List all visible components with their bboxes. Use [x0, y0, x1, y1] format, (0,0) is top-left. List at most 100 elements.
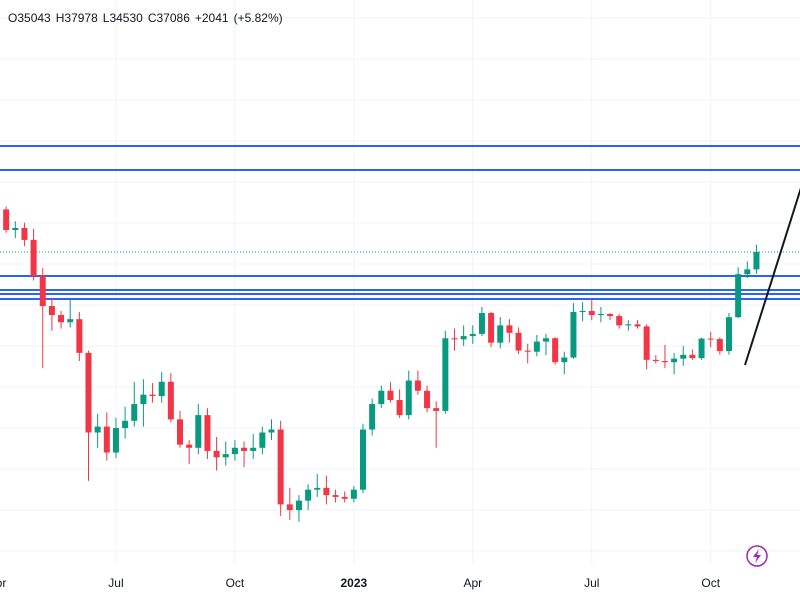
legend-value: 37086 — [156, 11, 190, 25]
candle-body — [3, 209, 10, 230]
candle-body — [305, 489, 312, 501]
candle-body — [378, 390, 385, 405]
candle-body — [405, 380, 412, 416]
candle-body — [634, 324, 641, 327]
candles — [3, 206, 760, 522]
x-axis: Apr Jul Oct 2023 Apr Jul Oct — [0, 576, 721, 590]
legend-key: O — [8, 11, 18, 25]
candle-body — [58, 315, 65, 323]
x-tick-label: Oct — [226, 576, 245, 590]
candle-body — [314, 487, 321, 490]
legend-change: +2041 — [194, 11, 229, 25]
candle-body — [707, 338, 714, 340]
candle-body — [414, 380, 421, 391]
candle-body — [488, 313, 495, 343]
trend-line-drawing — [744, 187, 800, 366]
candle-body — [561, 357, 568, 363]
x-tick-label: Oct — [701, 576, 720, 590]
candle-body — [588, 311, 595, 316]
candle-body — [250, 447, 257, 451]
candle-body — [643, 326, 650, 360]
candle-body — [341, 496, 348, 499]
candle-body — [424, 390, 431, 409]
legend-key: C — [147, 11, 157, 25]
candle-body — [39, 275, 46, 307]
candle-body — [597, 314, 604, 316]
candle-body — [533, 341, 540, 352]
candle-body — [295, 500, 302, 511]
candle-body — [661, 361, 668, 363]
candle-body — [680, 354, 687, 359]
candle-body — [204, 415, 211, 451]
candle-body — [570, 312, 577, 358]
x-tick-label: Apr — [463, 576, 482, 590]
alert-icon[interactable] — [746, 545, 768, 567]
candle-body — [286, 504, 293, 511]
grid — [0, 0, 800, 565]
candle-body — [753, 251, 760, 270]
candle-body — [167, 381, 174, 420]
candle-body — [506, 325, 513, 333]
candle-body — [131, 404, 138, 421]
candle-body — [103, 426, 110, 453]
candle-body — [689, 354, 696, 359]
candle-body — [524, 350, 531, 352]
candle-body — [552, 338, 559, 363]
candle-body — [735, 274, 742, 318]
levels — [0, 145, 800, 301]
candle-body — [350, 489, 357, 499]
x-tick-label: Jul — [108, 576, 123, 590]
candle-body — [241, 447, 248, 451]
alert-bolt[interactable] — [753, 549, 761, 563]
candle-body — [396, 400, 403, 416]
legend-value: 37978 — [64, 11, 98, 25]
candle-body — [158, 381, 165, 397]
legend-change-pct: (+5.82%) — [233, 11, 283, 25]
candle-body — [387, 390, 394, 401]
candle-body — [369, 404, 376, 430]
candle-body — [76, 319, 83, 353]
candle-body — [149, 394, 156, 397]
candle-body — [607, 314, 614, 317]
candle-body — [67, 319, 74, 323]
candle-body — [469, 333, 476, 337]
candle-body — [360, 429, 366, 490]
x-tick-label: Apr — [0, 576, 6, 590]
candle-body — [442, 338, 449, 411]
candle-body — [716, 339, 723, 352]
x-tick-label: Jul — [584, 576, 599, 590]
candle-body — [231, 447, 238, 455]
candle-body — [195, 415, 202, 448]
candle-body — [744, 269, 751, 275]
candle-body — [277, 429, 284, 505]
candle-body — [213, 450, 220, 458]
candle-body — [48, 306, 55, 316]
candle-body — [323, 487, 330, 496]
candle-body — [140, 394, 147, 405]
ohlc-legend: O35043 H37978 L34530 C37086 +2041 (+5.82%) — [8, 11, 283, 25]
legend-key: H — [55, 11, 65, 25]
candle-body — [112, 428, 119, 453]
candle-body — [616, 316, 623, 326]
legend-value: 34530 — [109, 11, 143, 25]
candle-body — [625, 324, 632, 326]
legend-value: 35043 — [17, 11, 51, 25]
candle-body — [259, 432, 266, 448]
x-tick-label: 2023 — [340, 576, 367, 590]
candle-body — [177, 419, 183, 445]
candle-body — [460, 336, 467, 340]
candle-body — [497, 325, 504, 343]
candle-body — [30, 239, 37, 276]
candle-body — [515, 332, 522, 351]
candle-body — [222, 454, 229, 458]
candle-body — [85, 352, 92, 433]
candle-body — [726, 317, 732, 352]
legend-key: L — [102, 11, 110, 25]
candle-body — [652, 359, 659, 362]
candle-body — [268, 429, 275, 433]
candle-body — [122, 420, 129, 429]
candle-body — [478, 313, 485, 334]
candle-body — [21, 227, 28, 240]
